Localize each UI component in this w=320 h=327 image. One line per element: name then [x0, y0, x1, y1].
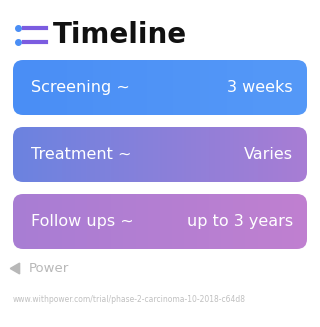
Text: Power: Power: [29, 262, 69, 274]
Text: up to 3 years: up to 3 years: [187, 214, 293, 229]
Text: www.withpower.com/trial/phase-2-carcinoma-10-2018-c64d8: www.withpower.com/trial/phase-2-carcinom…: [13, 296, 246, 304]
Text: Varies: Varies: [244, 147, 293, 162]
Text: Treatment ~: Treatment ~: [31, 147, 132, 162]
FancyBboxPatch shape: [13, 127, 307, 182]
FancyBboxPatch shape: [13, 194, 307, 249]
Text: Screening ~: Screening ~: [31, 80, 130, 95]
Text: Timeline: Timeline: [53, 21, 187, 49]
Text: 3 weeks: 3 weeks: [228, 80, 293, 95]
FancyBboxPatch shape: [13, 60, 307, 115]
Text: Follow ups ~: Follow ups ~: [31, 214, 134, 229]
